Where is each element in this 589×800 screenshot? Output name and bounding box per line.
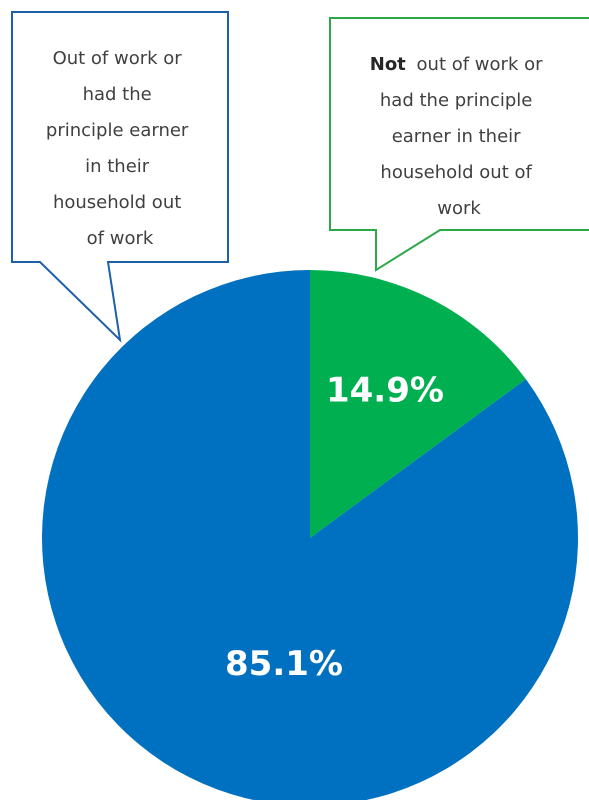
callout-right-border [329,17,589,272]
callout-left-box [11,11,229,343]
callout-right-line: household out of [380,162,532,183]
callout-right-line: out of work or [417,54,544,75]
callout-not-out-of-work: Not out of work or had the principle ear… [329,17,589,272]
svg-text:Not out of work or: Not out of work or had the principle ear… [370,54,548,219]
callout-left-line: in their [85,156,150,177]
callout-left-line: had the [83,84,152,105]
callout-right-line: had the principle [380,90,532,111]
callout-left-line: Out of work or [53,48,183,69]
callout-right-line: earner in their [392,126,521,147]
callout-left-line: principle earner [46,120,189,141]
pie-labels: 14.9% 85.1% [225,371,444,684]
callout-right-bold: Not [370,54,406,75]
pie-slices [42,270,578,800]
callout-left-line: of work [87,228,154,249]
callout-out-of-work: Out of work or had the principle earner … [11,11,229,343]
slice-data-label: 85.1% [225,644,343,684]
pie-slice [310,270,526,538]
callout-right-fill [330,18,589,270]
svg-text:Out of work or had the: Out of work or had the principle earner … [46,48,194,249]
slice-data-label: 14.9% [326,371,444,411]
pie-slice [42,270,578,800]
callout-left-line: household out [53,192,181,213]
callout-right-line: work [437,198,481,219]
